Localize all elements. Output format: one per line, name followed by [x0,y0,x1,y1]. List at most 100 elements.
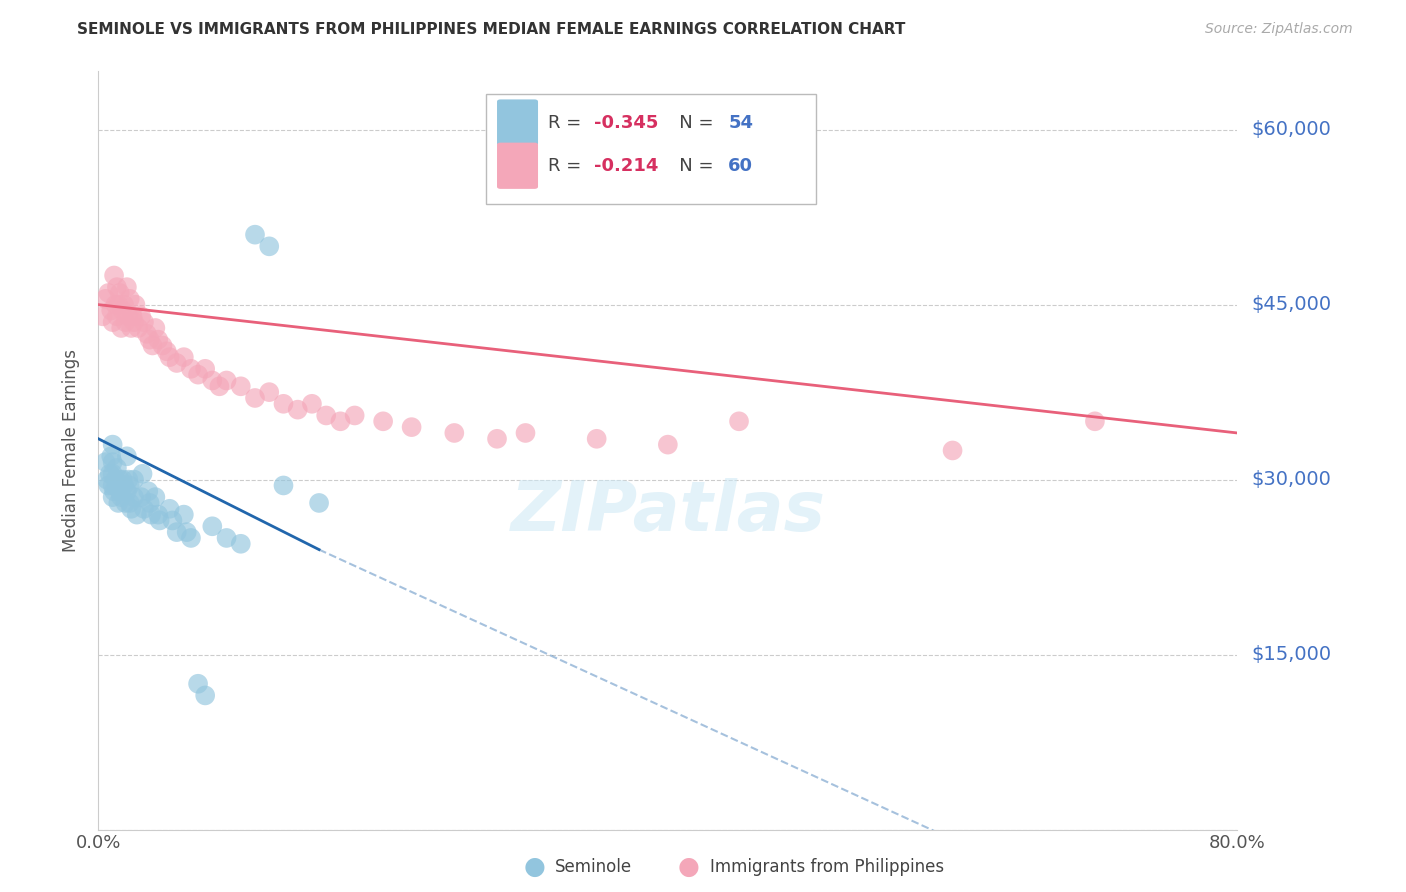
Point [105,461,128,475]
Point [259,385,281,400]
Point [101,467,124,481]
Point [229,537,252,551]
Point [115,280,138,294]
Point [229,379,252,393]
Point [94,455,117,469]
Point [105,280,128,294]
Point [104,473,127,487]
Point [585,432,607,446]
Point [166,525,188,540]
Point [122,315,145,329]
Point [131,467,153,481]
Point [194,361,217,376]
Point [107,496,129,510]
Text: -0.345: -0.345 [593,114,658,132]
Point [110,321,132,335]
Point [173,508,195,522]
Text: $30,000: $30,000 [1251,470,1331,489]
Point [148,333,170,347]
Point [180,531,202,545]
Point [121,310,143,324]
Point [108,285,131,300]
Point [159,350,181,364]
Point [215,531,238,545]
Point [118,478,141,492]
Point [308,496,330,510]
Text: ZIPatlas: ZIPatlas [510,477,825,545]
Point [208,379,231,393]
Point [401,420,423,434]
Point [118,292,141,306]
Point [136,484,159,499]
Text: 54: 54 [728,114,754,132]
Point [108,484,131,499]
Point [166,356,188,370]
Text: ●: ● [523,855,546,879]
Point [942,443,965,458]
Point [148,508,170,522]
Point [141,338,163,352]
Point [180,361,202,376]
Point [96,473,118,487]
Point [139,508,162,522]
Point [194,689,217,703]
Text: ●: ● [678,855,700,879]
Point [114,315,136,329]
Point [100,450,122,464]
Point [122,473,145,487]
Text: R =: R = [548,114,588,132]
Point [124,298,146,312]
Point [111,473,134,487]
Point [243,391,266,405]
Point [101,437,124,451]
FancyBboxPatch shape [485,95,815,204]
Point [343,409,366,423]
Point [115,484,138,499]
Point [117,310,139,324]
Point [149,513,172,527]
Point [122,490,145,504]
Point [91,310,114,324]
Point [201,374,224,388]
Point [187,368,209,382]
Point [105,310,128,324]
Point [159,501,181,516]
Point [138,496,160,510]
Point [1084,414,1107,428]
Point [98,467,121,481]
Point [129,310,152,324]
Point [129,490,152,504]
Point [259,239,281,253]
Point [101,315,124,329]
Point [132,501,155,516]
Point [105,478,128,492]
Point [215,374,238,388]
Point [443,425,465,440]
Point [145,490,167,504]
Point [104,298,127,312]
Point [138,333,160,347]
Point [156,344,179,359]
Point [127,321,149,335]
Point [108,473,131,487]
Point [273,397,295,411]
Point [315,409,337,423]
Text: 60: 60 [728,157,754,175]
Point [135,326,157,341]
Point [287,402,309,417]
Point [103,268,125,283]
Point [112,298,135,312]
Point [515,425,537,440]
Text: Seminole: Seminole [555,858,633,876]
Point [301,397,323,411]
Text: Source: ZipAtlas.com: Source: ZipAtlas.com [1205,22,1353,37]
Point [373,414,395,428]
Point [114,496,136,510]
Point [486,432,509,446]
Point [112,478,135,492]
Text: N =: N = [662,157,720,175]
Point [115,450,138,464]
Point [107,298,129,312]
Point [97,478,120,492]
FancyBboxPatch shape [498,99,538,145]
